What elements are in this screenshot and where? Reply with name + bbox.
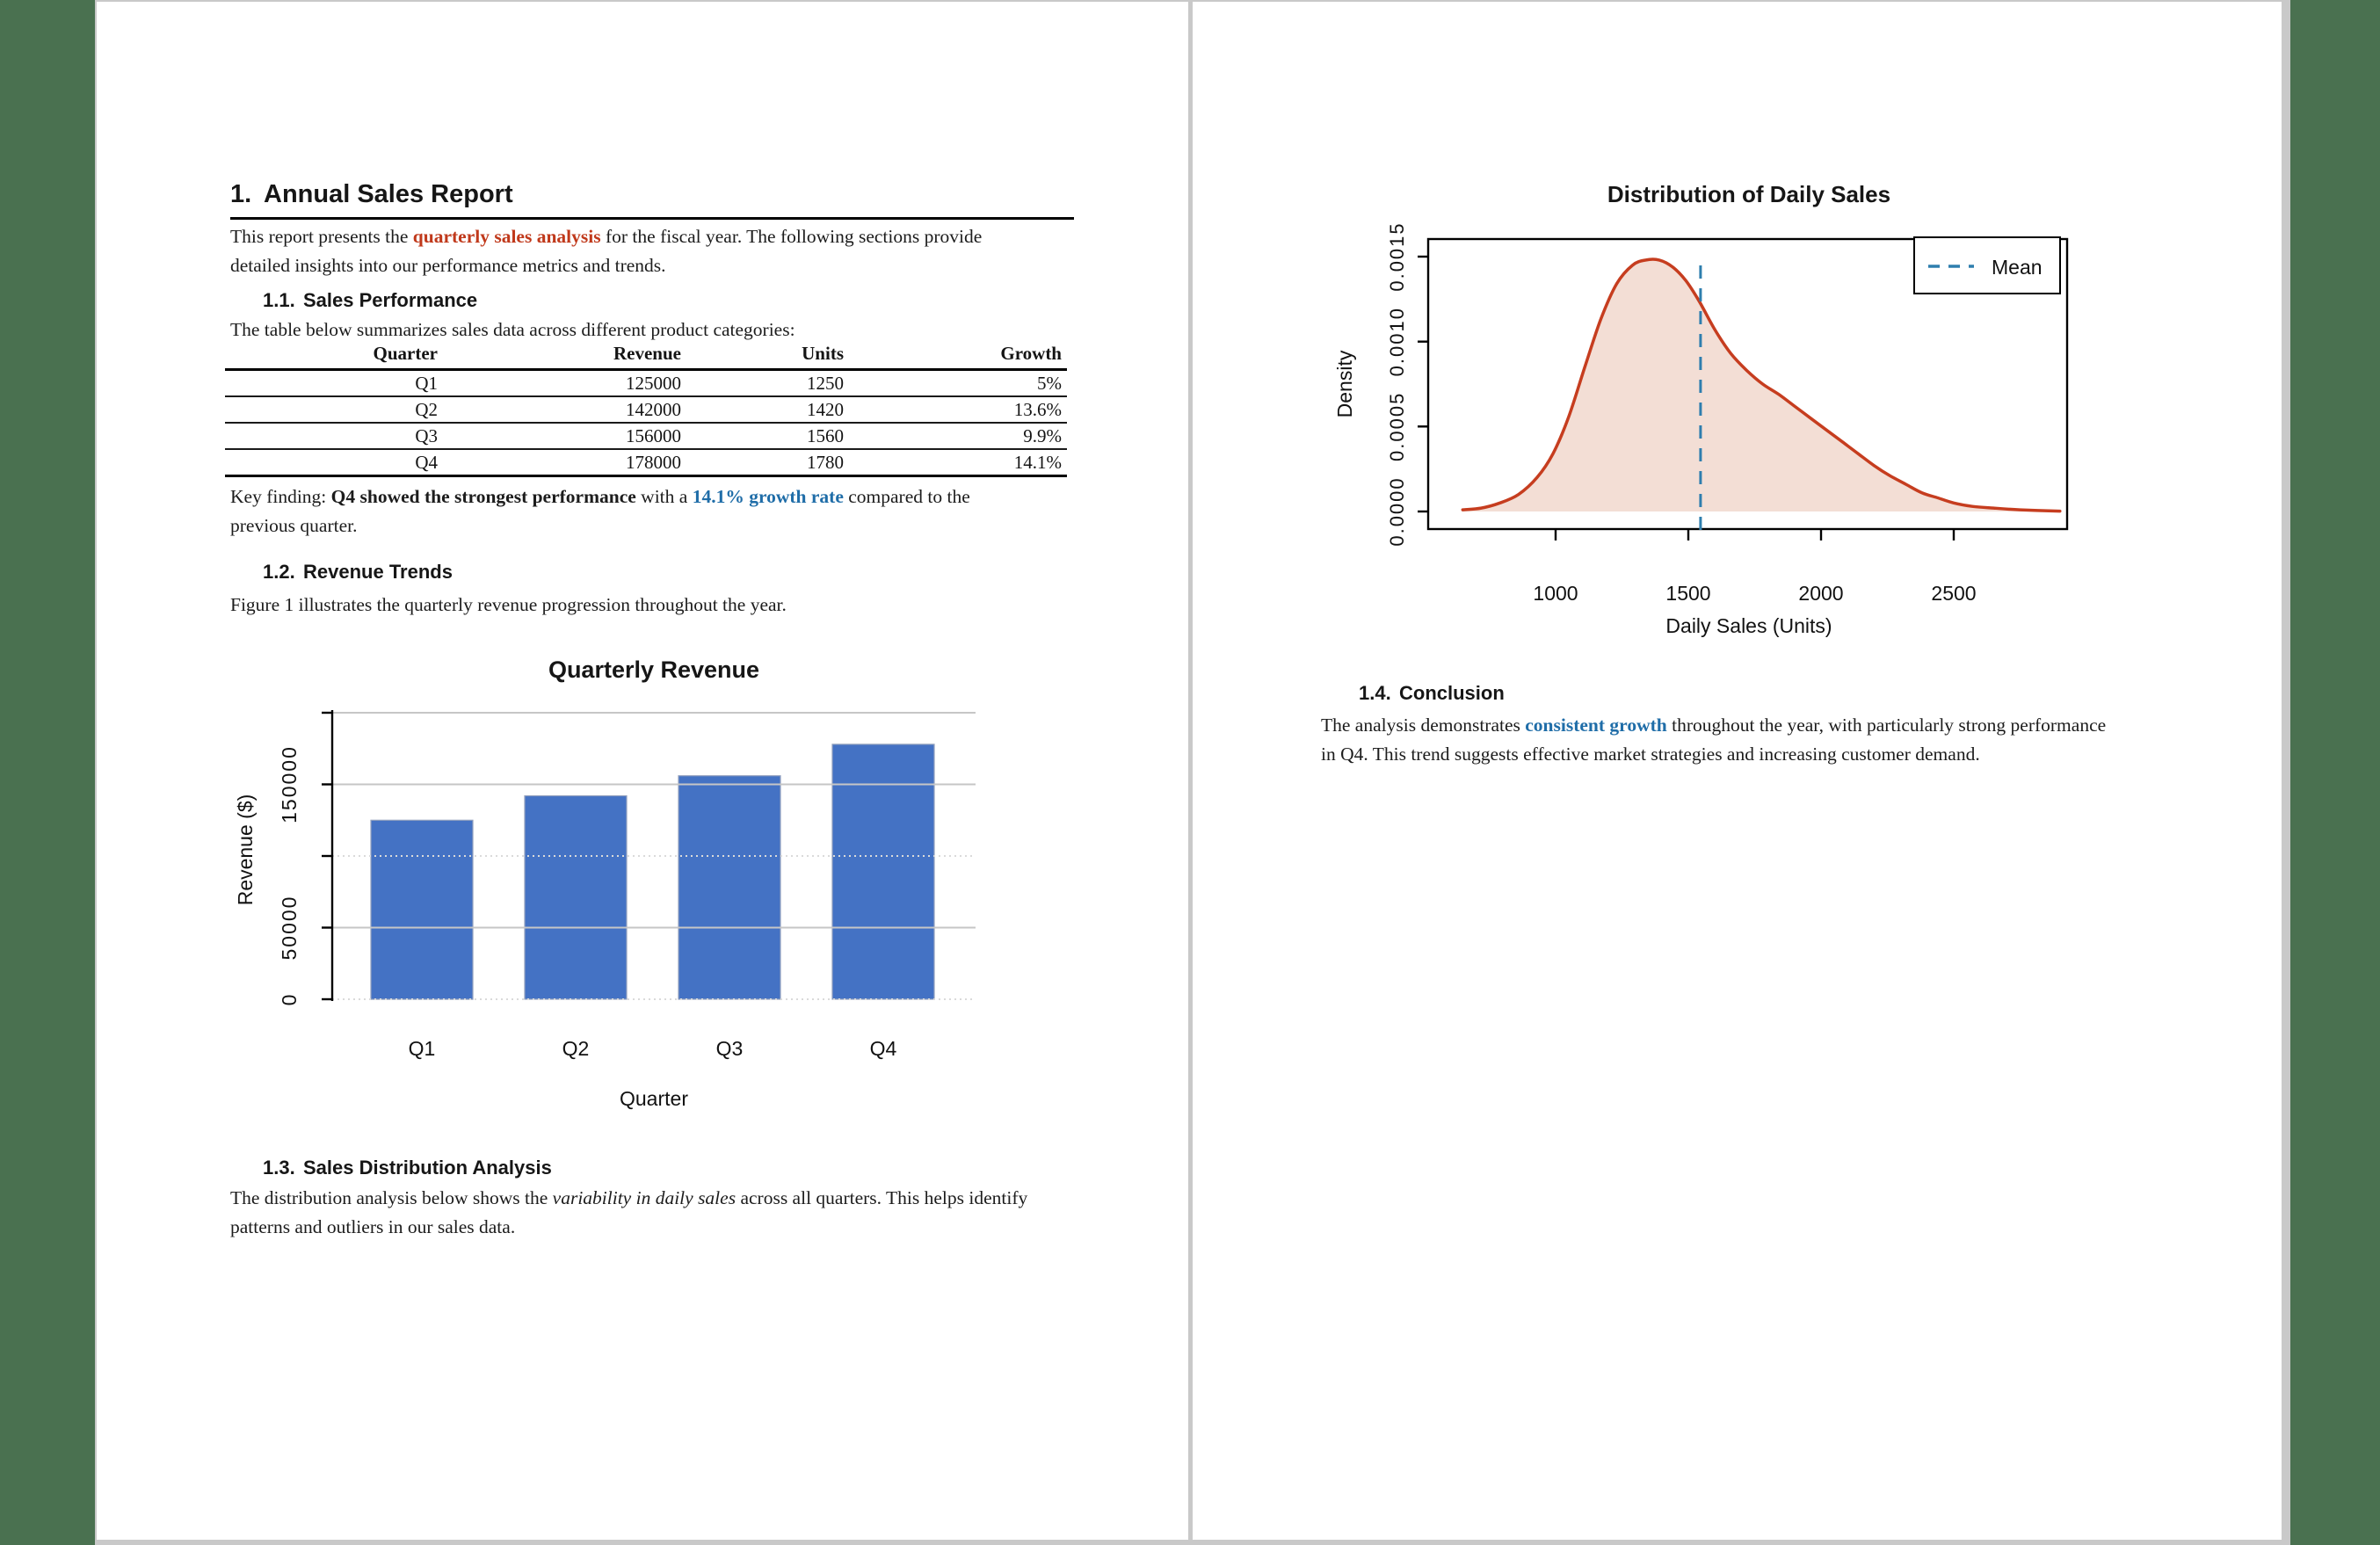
y-axis-title: Density [1333, 350, 1356, 417]
density-chart-svg: Distribution of Daily Sales 1000 1500 2000 2… [1333, 181, 2069, 637]
key-finding-paragraph: Key finding: Q4 showed the strongest per… [230, 482, 1021, 540]
x-tick-label: Q4 [870, 1037, 897, 1060]
table-cell: 1560 [686, 423, 849, 450]
x-tick-label: Q2 [562, 1037, 590, 1060]
conclusion-paragraph: The analysis demonstrates consistent gro… [1321, 711, 2125, 769]
key-finding-mid: with a [635, 486, 693, 507]
density-fill [1462, 259, 2060, 511]
table-header-cell: Growth [849, 342, 1067, 371]
legend-label: Mean [1992, 256, 2043, 279]
table-row: Q1 125000 1250 5% [225, 369, 1067, 397]
title-underline [230, 217, 1074, 220]
dist-pre: The distribution analysis below shows th… [230, 1187, 553, 1208]
table-cell: Q3 [225, 423, 445, 450]
report-title: 1. Annual Sales Report [230, 180, 513, 209]
document-page-1: 1. Annual Sales Report This report presen… [97, 2, 1188, 1540]
document-page-2: Distribution of Daily Sales 1000 1500 2000 2… [1193, 2, 2282, 1540]
conclusion-pre: The analysis demonstrates [1321, 714, 1526, 736]
bar-chart-svg: Quarterly Revenue 0 50000 150000 Q1 Q2 Q3 Q4 Rev… [234, 656, 976, 1110]
key-finding-pre: Key finding: [230, 486, 331, 507]
table-cell: 1420 [686, 396, 849, 424]
y-tick-label: 0.0000 [1386, 476, 1408, 546]
section-heading-1-4: 1.4. Conclusion [1359, 682, 1505, 705]
sales-table: Quarter Revenue Units Growth Q1 125000 1… [225, 342, 1067, 477]
y-tick-label: 0.0005 [1386, 392, 1408, 461]
table-row: Q2 142000 1420 13.6% [225, 396, 1067, 424]
x-axis-title: Quarter [620, 1087, 688, 1110]
x-tick-label: 2500 [1931, 582, 1976, 605]
table-row: Q4 178000 1780 14.1% [225, 449, 1067, 477]
x-tick-label: 1500 [1665, 582, 1710, 605]
daily-sales-distribution-chart: Distribution of Daily Sales 1000 1500 2000 2… [1292, 160, 2136, 696]
intro-pre: This report presents the [230, 226, 413, 247]
table-cell: 125000 [445, 369, 686, 397]
key-finding-highlight: 14.1% growth rate [692, 486, 844, 507]
density-curve [1461, 258, 2062, 513]
table-cell: 9.9% [849, 423, 1067, 450]
table-intro: The table below summarizes sales data ac… [230, 319, 795, 340]
heading-text: Annual Sales Report [264, 180, 513, 208]
section-heading-1-1: 1.1. Sales Performance [263, 289, 477, 312]
table-cell: 156000 [445, 423, 686, 450]
bar-Q3 [678, 775, 781, 1000]
section-title: Revenue Trends [303, 561, 453, 583]
bar-Q2 [524, 794, 628, 1000]
y-tick-label: 0.0010 [1386, 307, 1408, 376]
section-number: 1.2. [263, 561, 295, 583]
table-header-cell: Quarter [225, 342, 445, 371]
table-cell: 13.6% [849, 396, 1067, 424]
heading-number: 1. [230, 180, 252, 208]
table-cell: Q4 [225, 449, 445, 477]
density-chart-title: Distribution of Daily Sales [1607, 181, 1890, 207]
x-tick-label: 1000 [1533, 582, 1578, 605]
table-cell: 178000 [445, 449, 686, 477]
dist-post: across all quarters. This helps identify… [230, 1187, 1028, 1237]
intro-highlight: quarterly sales analysis [412, 226, 601, 247]
bar-Q4 [831, 743, 935, 1000]
table-cell: 14.1% [849, 449, 1067, 477]
bar-chart-title: Quarterly Revenue [548, 656, 759, 683]
dist-italic: variability in daily sales [552, 1187, 736, 1208]
conclusion-highlight: consistent growth [1525, 714, 1667, 736]
x-tick-label: Q3 [716, 1037, 744, 1060]
table-header-cell: Revenue [445, 342, 686, 371]
table-cell: 1780 [686, 449, 849, 477]
table-header-row: Quarter Revenue Units Growth [225, 342, 1067, 371]
table-cell: 142000 [445, 396, 686, 424]
y-tick-label: 0.0015 [1386, 221, 1408, 291]
table-cell: 1250 [686, 369, 849, 397]
section-number: 1.3. [263, 1157, 295, 1179]
y-tick-label: 0 [278, 993, 301, 1006]
table-header-cell: Units [686, 342, 849, 371]
distribution-paragraph: The distribution analysis below shows th… [230, 1184, 1052, 1242]
table-cell: Q1 [225, 369, 445, 397]
y-axis-title: Revenue ($) [234, 794, 257, 906]
key-finding-bold: Q4 showed the strongest performance [330, 486, 636, 507]
x-tick-label: 2000 [1798, 582, 1843, 605]
section-title: Conclusion [1399, 682, 1505, 704]
section-number: 1.1. [263, 289, 295, 311]
table-cell: Q2 [225, 396, 445, 424]
section-number: 1.4. [1359, 682, 1391, 704]
conclusion-post: throughout the year, with particularly s… [1321, 714, 2107, 765]
y-tick-label: 150000 [278, 745, 301, 823]
figure-caption: Figure 1 illustrates the quarterly reven… [230, 594, 787, 615]
quarterly-revenue-bar-chart: Quarterly Revenue 0 50000 150000 Q1 Q2 Q3 Q4 Rev… [229, 639, 1019, 1118]
intro-post: for the fiscal year. The following secti… [230, 226, 983, 276]
y-tick-label: 50000 [278, 896, 301, 961]
intro-paragraph: This report presents the quarterly sales… [230, 222, 1026, 280]
table-cell: 5% [849, 369, 1067, 397]
x-axis-title: Daily Sales (Units) [1665, 614, 1832, 637]
plot-panel [1426, 237, 2069, 531]
section-title: Sales Distribution Analysis [303, 1157, 552, 1179]
section-title: Sales Performance [303, 289, 478, 311]
key-finding-post: compared to the previous quarter. [230, 486, 970, 536]
section-heading-1-3: 1.3. Sales Distribution Analysis [263, 1157, 552, 1179]
x-tick-label: Q1 [409, 1037, 436, 1060]
section-heading-1-2: 1.2. Revenue Trends [263, 561, 453, 584]
bar-Q1 [370, 819, 474, 1000]
table-row: Q3 156000 1560 9.9% [225, 423, 1067, 450]
